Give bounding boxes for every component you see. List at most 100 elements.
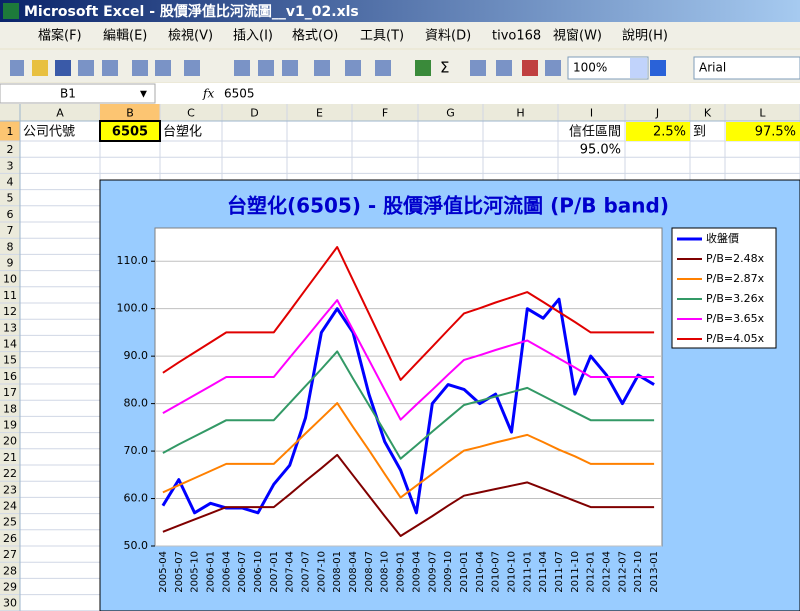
cell-text[interactable]: 公司代號 [23, 125, 75, 140]
row-header: 23 [3, 483, 17, 496]
cell-text[interactable]: 2.5% [653, 125, 686, 140]
legend-label: P/B=4.05x [706, 332, 765, 345]
legend-label: P/B=2.87x [706, 272, 765, 285]
menu-item[interactable]: 資料(D) [425, 29, 471, 44]
cell-fill [101, 122, 160, 141]
row-header: 5 [7, 192, 14, 205]
column-header: E [316, 107, 323, 120]
x-tick-label: 2009-04 [411, 551, 422, 593]
cell-text[interactable]: 95.0% [580, 143, 621, 158]
row-header: 14 [3, 338, 17, 351]
zoom-box[interactable] [567, 56, 649, 80]
row-header: 12 [3, 305, 17, 318]
name-box-arrow: ▼ [140, 90, 147, 100]
row-header: 30 [3, 597, 17, 610]
x-tick-label: 2006-07 [237, 551, 248, 593]
menu-item[interactable]: 檔案(F) [38, 29, 82, 44]
row-header: 16 [3, 370, 17, 383]
column-header: D [250, 107, 258, 120]
row-header: 6 [7, 208, 14, 221]
band-line [162, 453, 655, 537]
legend-label: P/B=3.65x [706, 312, 765, 325]
x-tick-label: 2010-07 [491, 551, 502, 593]
x-tick-label: 2005-10 [190, 551, 201, 593]
cell-text[interactable]: 信任區間 [569, 125, 621, 140]
x-tick-label: 2007-10 [316, 551, 327, 593]
x-tick-label: 2009-01 [396, 551, 407, 593]
menu-item[interactable]: tivo168 [492, 29, 541, 44]
column-header: C [187, 107, 195, 120]
x-tick-label: 2010-04 [475, 551, 486, 593]
menu-item[interactable]: 視窗(W) [553, 28, 602, 44]
x-tick-label: 2005-07 [174, 551, 185, 593]
row-header-bar [0, 121, 20, 611]
active-column-header [100, 104, 160, 121]
x-tick-label: 2013-01 [649, 551, 660, 593]
column-header: L [759, 107, 766, 120]
cell-text[interactable]: 6505 [112, 125, 148, 140]
fx-label: fx [202, 87, 214, 101]
menu-item[interactable]: 說明(H) [622, 28, 668, 44]
x-tick-label: 2012-10 [633, 551, 644, 593]
column-header: I [590, 107, 593, 120]
row-header: 28 [3, 564, 17, 577]
toolbar [0, 50, 800, 82]
column-header: H [516, 107, 524, 120]
app-icon [3, 3, 19, 19]
zoom-value: 100% [573, 61, 607, 75]
x-tick-label: 2011-10 [570, 551, 581, 593]
menu-item[interactable]: 檢視(V) [168, 28, 213, 44]
x-tick-label: 2009-10 [443, 551, 454, 593]
title-bar [0, 0, 800, 22]
x-tick-label: 2008-01 [332, 551, 343, 593]
name-box-value: B1 [60, 87, 76, 101]
cell-text[interactable]: 到 [693, 125, 706, 140]
cell-text[interactable]: 台塑化 [163, 125, 202, 140]
x-tick-label: 2008-07 [364, 551, 375, 593]
column-header: K [704, 107, 712, 120]
y-tick-label: 70.0 [124, 444, 149, 457]
font-box[interactable] [693, 56, 800, 80]
x-tick-label: 2012-07 [617, 551, 628, 593]
band-line [162, 350, 655, 460]
row-header: 19 [3, 419, 17, 432]
row-header: 8 [7, 240, 14, 253]
legend-label: P/B=2.48x [706, 252, 765, 265]
menu-item[interactable]: 格式(O) [292, 28, 338, 44]
band-line [162, 299, 655, 421]
row-header: 15 [3, 354, 17, 367]
cell-fill [626, 122, 690, 141]
x-tick-label: 2007-07 [301, 551, 312, 593]
row-header: 10 [3, 273, 17, 286]
chart-object[interactable]: 台塑化(6505) - 股價淨值比河流圖 (P/B band) 50.0 60.0 7… [99, 179, 800, 611]
row-header: 18 [3, 402, 17, 415]
menu-item[interactable]: 工具(T) [360, 29, 404, 44]
legend-label: P/B=3.26x [706, 292, 765, 305]
column-header: B [126, 107, 134, 120]
row-header: 29 [3, 581, 17, 594]
row-header: 11 [3, 289, 17, 302]
row-header: 25 [3, 516, 17, 529]
column-header: J [655, 107, 659, 120]
legend-label: 收盤價 [706, 231, 739, 245]
y-tick-label: 60.0 [124, 492, 149, 505]
window-title: Microsoft Excel - 股價淨值比河流圖__v1_02.xls [24, 3, 359, 20]
toolbar-icons [10, 60, 666, 76]
x-tick-label: 2010-10 [506, 551, 517, 593]
column-header: F [382, 107, 388, 120]
cell-text[interactable]: 97.5% [755, 125, 796, 140]
band-line [162, 246, 655, 381]
row-header: 26 [3, 532, 17, 545]
band-line [162, 402, 655, 499]
x-tick-label: 2012-04 [602, 551, 613, 593]
zoom-dropdown[interactable] [630, 58, 647, 78]
x-tick-label: 2011-04 [538, 551, 549, 593]
x-tick-label: 2008-10 [380, 551, 391, 593]
menu-item[interactable]: 編輯(E) [103, 28, 147, 44]
column-header-bar [0, 104, 800, 121]
name-box[interactable] [0, 83, 156, 104]
menu-bar [0, 22, 800, 48]
x-tick-label: 2007-04 [285, 551, 296, 593]
x-tick-label: 2008-04 [348, 551, 359, 593]
menu-item[interactable]: 插入(I) [233, 29, 273, 44]
